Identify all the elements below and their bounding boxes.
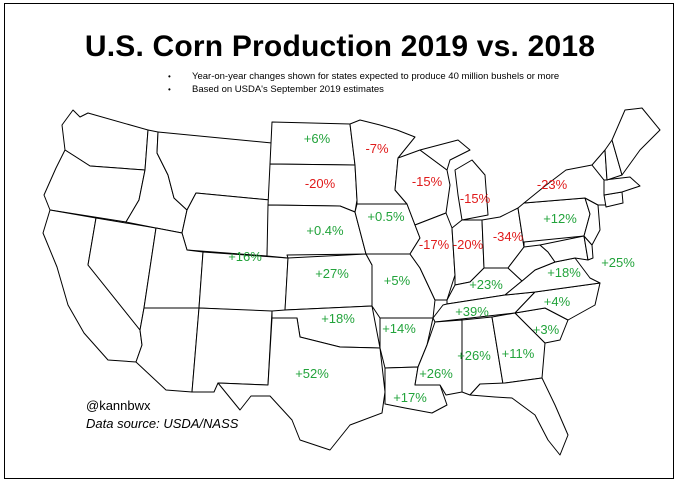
label-pennsylvania: +12% [543,211,577,226]
note-source-estimate: Based on USDA's September 2019 estimates [168,83,559,96]
state-maine [611,107,661,176]
label-iowa: +0.5% [367,209,405,224]
label-wisconsin: -15% [412,174,443,189]
state-arizona [135,307,200,393]
label-illinois: -17% [419,237,450,252]
label-south-dakota: -20% [305,176,336,191]
label-tennessee: +39% [455,304,489,319]
label-texas: +52% [295,366,329,381]
state-illinois [409,212,456,301]
label-louisiana: +17% [393,390,427,405]
label-alabama: +26% [457,348,491,363]
label-maryland: +18% [547,265,581,280]
label-georgia: +11% [502,346,535,361]
state-michigan [419,139,489,221]
label-kentucky: +23% [469,277,503,292]
state-nebraska [266,204,367,259]
note-threshold: Year-on-year changes shown for states ex… [168,70,559,83]
label-missouri: +5% [384,273,411,288]
label-minnesota: -7% [365,141,389,156]
label-michigan: -15% [460,191,491,206]
label-kansas: +27% [315,266,349,281]
state-wyoming [181,192,271,257]
data-source: Data source: USDA/NASS [86,416,239,431]
label-new-york: -23% [537,177,568,192]
label-ohio: -34% [493,229,524,244]
state-kansas [284,253,373,311]
state-massachusetts [603,176,641,196]
label-north-dakota: +6% [304,131,331,146]
label-delaware: +25% [601,255,635,270]
label-north-carolina: +3% [533,322,560,337]
label-colorado: +16% [228,249,262,264]
author-handle: @kannbwx [86,398,151,413]
map-notes: Year-on-year changes shown for states ex… [168,70,559,96]
label-arkansas: +14% [382,321,416,336]
state-florida [469,377,569,456]
label-nebraska: +0.4% [306,223,344,238]
label-mississippi: +26% [419,366,453,381]
state-new-mexico [191,307,273,393]
label-oklahoma: +18% [321,311,355,326]
label-indiana: -20% [453,237,484,252]
state-texas [217,317,386,451]
label-virginia: +4% [544,294,571,309]
map-title: U.S. Corn Production 2019 vs. 2018 [84,30,596,63]
credit-block: @kannbwx Data source: USDA/NASS [86,397,238,433]
